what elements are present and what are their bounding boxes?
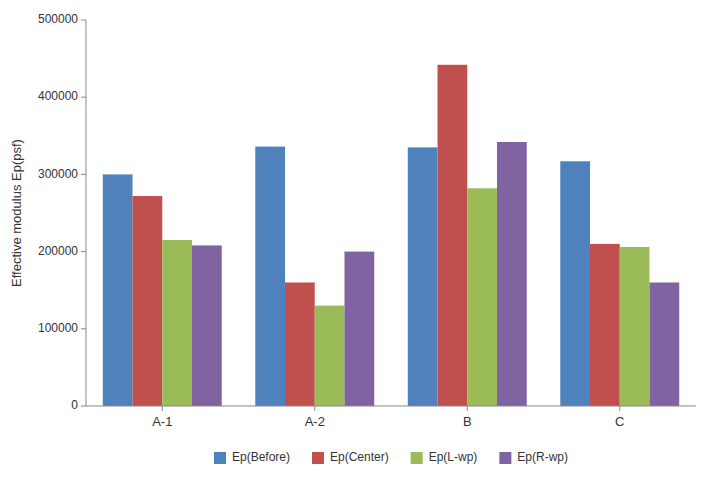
- legend: Ep(Before) Ep(Center) Ep(L-wp) Ep(R-wp): [214, 450, 568, 464]
- y-tick: [81, 20, 86, 21]
- legend-label: Ep(R-wp): [517, 450, 568, 464]
- y-axis: 0 100000 200000 300000 400000 500000: [38, 12, 86, 412]
- y-tick-label: 200000: [38, 244, 78, 258]
- legend-label: Ep(Center): [330, 450, 389, 464]
- x-axis: A-1 A-2 B C: [152, 406, 624, 429]
- x-tick: [162, 406, 163, 411]
- x-tick: [619, 406, 620, 411]
- bar: [192, 245, 222, 406]
- legend-label: Ep(L-wp): [429, 450, 478, 464]
- y-axis-line: [86, 20, 87, 406]
- x-tick-label: A-1: [152, 414, 172, 429]
- x-tick: [314, 406, 315, 411]
- bar: [133, 196, 163, 406]
- y-tick: [81, 97, 86, 98]
- legend-swatch: [499, 452, 511, 464]
- bar: [590, 244, 620, 406]
- y-tick: [81, 328, 86, 329]
- bar: [560, 161, 590, 406]
- x-tick: [467, 406, 468, 411]
- x-axis-line: [86, 406, 696, 407]
- y-tick-label: 100000: [38, 321, 78, 335]
- x-tick-label: C: [615, 414, 624, 429]
- bar: [344, 252, 374, 406]
- legend-swatch: [312, 452, 324, 464]
- y-tick: [81, 251, 86, 252]
- bar: [620, 247, 650, 406]
- series: [162, 188, 649, 406]
- series: [192, 142, 679, 406]
- legend-swatch: [411, 452, 423, 464]
- y-tick-label: 0: [71, 398, 78, 412]
- bar: [649, 282, 679, 406]
- y-tick-label: 500000: [38, 12, 78, 26]
- bars: [103, 65, 679, 406]
- chart-container: 0 100000 200000 300000 400000 500000 Effective…: [0, 0, 716, 498]
- bar: [255, 147, 285, 406]
- legend-item: Ep(Center): [312, 450, 389, 464]
- bar: [285, 282, 315, 406]
- bar: [467, 188, 497, 406]
- bar: [162, 240, 192, 406]
- bar: [315, 306, 345, 406]
- y-tick: [81, 406, 86, 407]
- chart-svg: 0 100000 200000 300000 400000 500000 Effective…: [0, 0, 716, 498]
- y-tick-label: 300000: [38, 167, 78, 181]
- legend-item: Ep(R-wp): [499, 450, 568, 464]
- bar: [408, 147, 438, 406]
- x-tick-label: A-2: [305, 414, 325, 429]
- legend-label: Ep(Before): [232, 450, 290, 464]
- bar: [497, 142, 527, 406]
- legend-swatch: [214, 452, 226, 464]
- series: [133, 65, 620, 406]
- y-tick-label: 400000: [38, 89, 78, 103]
- y-axis-label: Effective modulus Ep(psf): [9, 139, 24, 287]
- bar: [438, 65, 468, 406]
- y-tick: [81, 174, 86, 175]
- legend-item: Ep(Before): [214, 450, 290, 464]
- bar: [103, 174, 133, 406]
- legend-item: Ep(L-wp): [411, 450, 478, 464]
- x-tick-label: B: [463, 414, 472, 429]
